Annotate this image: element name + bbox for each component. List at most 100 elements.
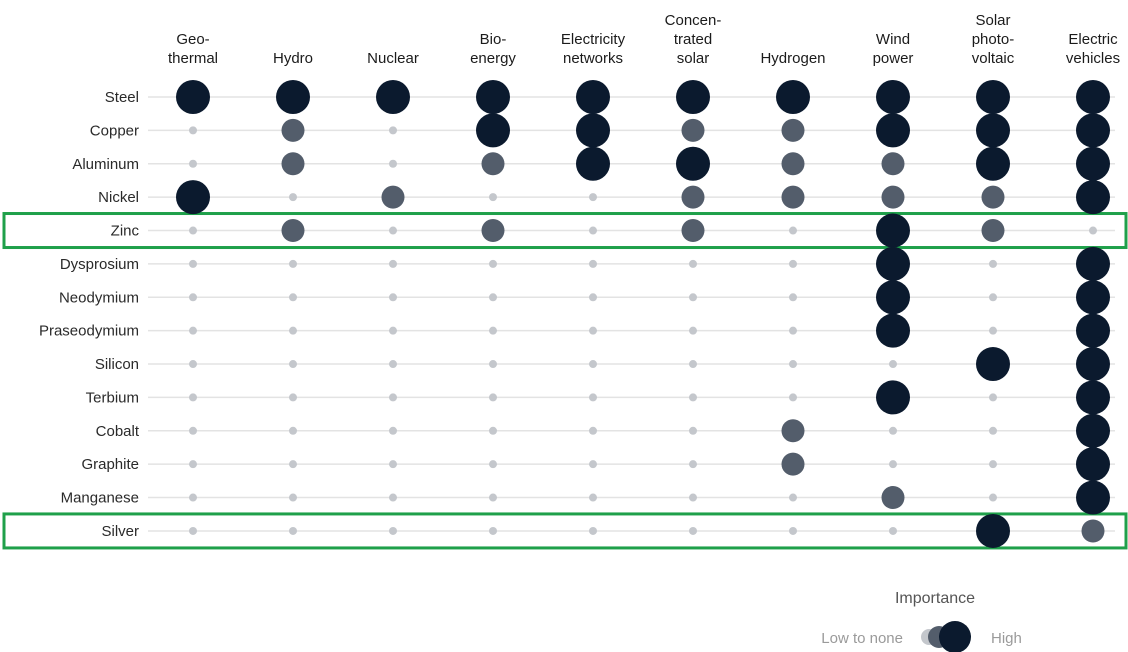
bubble-cobalt-4 [589,426,597,435]
row-label-silicon: Silicon [95,356,139,373]
bubble-zinc-6 [789,226,797,235]
bubble-silver-5 [689,526,697,535]
row-labels: Steel Copper Aluminum Nickel Zinc Dysprosium N… [39,89,140,540]
row-label-zinc: Zinc [111,223,140,240]
bubble-nickel-9 [1076,180,1110,215]
bubble-nickel-5 [681,185,705,209]
bubble-praseodymium-4 [589,326,597,335]
bubble-zinc-5 [681,219,705,243]
bubble-copper-5 [681,118,705,142]
column-label: Electric vehicles [1066,31,1120,67]
column-label-line: networks [563,50,623,67]
bubble-graphite-3 [489,460,497,469]
legend-low-label: Low to none [821,630,903,647]
bubble-dysprosium-6 [789,259,797,268]
column-label: Geo-thermal [168,31,218,67]
bubble-silicon-2 [389,360,397,369]
bubble-dysprosium-3 [489,259,497,268]
bubble-praseodymium-8 [989,326,997,335]
bubble-aluminum-7 [881,152,905,176]
bubble-copper-3 [476,113,510,148]
bubble-nickel-8 [981,185,1005,209]
row-label-graphite: Graphite [81,456,139,473]
bubble-nickel-7 [881,185,905,209]
bubble-manganese-0 [189,493,197,502]
bubble-nickel-1 [289,193,297,202]
column-label-line: vehicles [1066,50,1120,67]
bubble-terbium-7 [876,380,910,415]
column-label-line: Nuclear [367,50,419,67]
bubble-copper-7 [876,113,910,148]
bubble-steel-4 [576,80,610,114]
bubble-terbium-8 [989,393,997,402]
bubble-cobalt-6 [781,419,805,443]
bubble-dysprosium-1 [289,259,297,268]
bubble-terbium-2 [389,393,397,402]
bubble-nickel-4 [589,193,597,202]
bubble-steel-6 [776,80,810,114]
bubble-zinc-4 [589,226,597,235]
bubble-zinc-1 [281,219,305,243]
bubble-manganese-9 [1076,480,1110,515]
row-label-dysprosium: Dysprosium [60,256,139,273]
bubble-zinc-2 [389,226,397,235]
column-label-line: Hydro [273,50,313,67]
bubble-silicon-8 [976,347,1010,382]
bubble-terbium-5 [689,393,697,402]
bubble-silicon-9 [1076,347,1110,382]
bubble-steel-0 [176,80,210,114]
bubble-copper-2 [389,126,397,135]
column-label: Nuclear [367,50,419,67]
bubble-zinc-0 [189,226,197,235]
bubble-dysprosium-2 [389,259,397,268]
row-label-copper: Copper [90,122,139,139]
column-label-line: power [873,50,914,67]
column-labels: Geo-thermal Hydro Nuclear Bio-energy Electri… [168,12,1120,67]
bubble-terbium-1 [289,393,297,402]
bubble-manganese-3 [489,493,497,502]
bubble-neodymium-5 [689,293,697,302]
bubble-dysprosium-9 [1076,246,1110,281]
bubble-neodymium-8 [989,293,997,302]
bubble-copper-4 [576,113,610,148]
bubble-silver-6 [789,526,797,535]
row-highlight-boxes [2,212,1128,550]
row-label-cobalt: Cobalt [96,423,140,440]
bubble-terbium-6 [789,393,797,402]
bubble-praseodymium-5 [689,326,697,335]
bubble-dysprosium-5 [689,259,697,268]
row-label-aluminum: Aluminum [72,156,139,173]
bubble-zinc-9 [1089,226,1097,235]
column-label-line: Geo- [176,31,209,48]
bubble-cobalt-0 [189,426,197,435]
highlight-box-zinc [2,212,1128,250]
bubble-manganese-2 [389,493,397,502]
column-label-line: Electric [1068,31,1118,48]
bubble-terbium-3 [489,393,497,402]
bubble-praseodymium-6 [789,326,797,335]
column-label-line: energy [470,50,516,67]
bubble-cobalt-7 [889,426,897,435]
bubble-copper-1 [281,118,305,142]
bubble-silver-0 [189,526,197,535]
bubble-manganese-5 [689,493,697,502]
bubble-zinc-3 [481,219,505,243]
bubble-manganese-6 [789,493,797,502]
bubble-dysprosium-7 [876,246,910,281]
bubble-praseodymium-7 [876,313,910,348]
importance-bubbles [176,80,1110,548]
bubble-cobalt-9 [1076,413,1110,448]
bubble-graphite-8 [989,460,997,469]
bubble-silicon-7 [889,360,897,369]
bubble-aluminum-3 [481,152,505,176]
row-label-terbium: Terbium [86,389,139,406]
bubble-silicon-1 [289,360,297,369]
bubble-neodymium-7 [876,280,910,315]
bubble-silver-8 [976,513,1010,548]
importance-legend: Importance Low to none High [821,590,1022,652]
bubble-praseodymium-9 [1076,313,1110,348]
bubble-silver-3 [489,526,497,535]
column-label: Hydro [273,50,313,67]
bubble-steel-8 [976,80,1010,114]
